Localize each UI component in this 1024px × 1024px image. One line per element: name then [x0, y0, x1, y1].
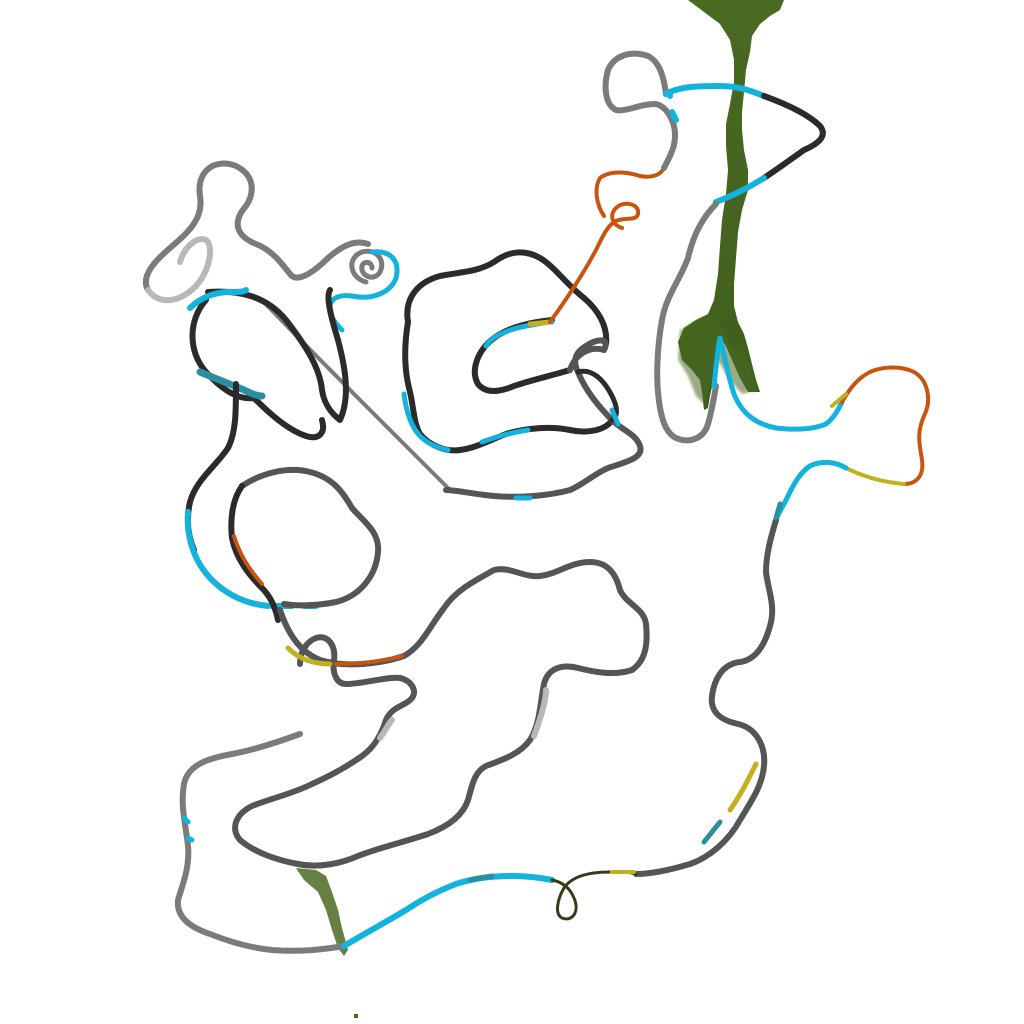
river-main [678, 0, 784, 410]
route-right-yellow-descent [727, 761, 759, 813]
route-center-cyan-right [479, 427, 531, 445]
route-middle-orange [232, 534, 264, 586]
route-bottom-left-cyan [181, 815, 195, 843]
route-bottom-teal-bit [467, 873, 495, 883]
route-top-right-gray [602, 50, 678, 171]
route-middle-loop-left [228, 483, 281, 623]
route-right-teal-descent [701, 501, 783, 845]
route-right-orange-loop [840, 365, 931, 486]
route-inner-hook [471, 317, 573, 394]
route-spiral [349, 248, 385, 285]
route-left-outer [189, 297, 326, 441]
route-lower-yellow [285, 645, 333, 667]
route-center-cyan-bottom [513, 407, 621, 501]
route-top-right-cyan [663, 83, 767, 99]
route-left-dark [205, 287, 349, 423]
route-upper-left-loop [143, 160, 371, 293]
route-left-cyan-top [187, 287, 249, 311]
route-orange-north-2 [594, 166, 666, 218]
route-right-cyan-descent [773, 459, 849, 523]
route-lower-loop [232, 559, 650, 869]
route-bottom-cyan [341, 873, 555, 949]
route-right-descent [633, 517, 779, 877]
route-lower-light [377, 687, 549, 741]
route-orange-north [548, 201, 641, 324]
route-top-right-cyan-2 [713, 175, 767, 205]
route-right-yellow [830, 392, 906, 486]
routes [143, 50, 931, 954]
route-upper-left-return [145, 236, 214, 303]
river-bottom-fragment [296, 868, 348, 956]
route-inner-hook-cyan [483, 319, 555, 349]
route-center-cyan-left [401, 391, 451, 453]
route-center-blob [404, 249, 610, 347]
route-left-cyan-arc [184, 509, 271, 609]
route-bottom-olive [550, 870, 638, 921]
route-top-right-cyan-dot [665, 89, 679, 123]
river-icon [296, 0, 784, 1018]
route-inner-hook-yellow [527, 319, 553, 327]
route-right-cyan-v [711, 335, 845, 432]
map-dot [354, 1014, 358, 1018]
route-top-right-dark [761, 93, 826, 181]
route-top-right-down [654, 201, 719, 444]
route-left-cyan-mid [196, 368, 266, 400]
route-center-blob-left [402, 319, 615, 454]
route-middle-loop [239, 466, 382, 609]
route-lower-orange [334, 654, 404, 666]
route-bottom-left [174, 731, 347, 954]
